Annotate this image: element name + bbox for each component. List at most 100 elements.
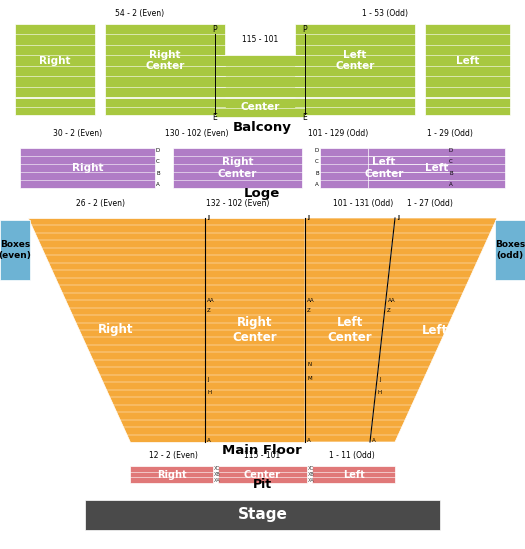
Text: Z: Z: [387, 307, 391, 312]
Text: Left
Center: Left Center: [364, 157, 404, 179]
Bar: [320, 148, 448, 188]
Polygon shape: [28, 218, 205, 442]
Text: 115 - 101: 115 - 101: [244, 451, 280, 460]
Polygon shape: [205, 218, 305, 442]
Text: E: E: [213, 114, 217, 122]
Text: 1 - 53 (Odd): 1 - 53 (Odd): [362, 9, 408, 18]
Text: Left: Left: [425, 163, 448, 173]
Polygon shape: [305, 218, 395, 442]
Bar: [495, 220, 525, 280]
Bar: [15, 98, 95, 115]
Text: A: A: [207, 438, 211, 442]
Text: B: B: [315, 171, 319, 176]
Text: A: A: [315, 182, 319, 188]
Text: AA: AA: [388, 298, 395, 302]
Text: Right: Right: [72, 163, 103, 173]
Text: Pit: Pit: [253, 478, 271, 490]
Text: P: P: [213, 25, 217, 35]
Text: N: N: [307, 362, 311, 367]
Text: 101 - 131 (Odd): 101 - 131 (Odd): [333, 199, 393, 208]
Bar: [15, 24, 95, 97]
Text: 1 - 11 (Odd): 1 - 11 (Odd): [329, 451, 375, 460]
Text: Main Floor: Main Floor: [222, 444, 302, 457]
Text: 132 - 102 (Even): 132 - 102 (Even): [206, 199, 270, 208]
Text: XB: XB: [214, 472, 220, 477]
Text: 1 - 29 (Odd): 1 - 29 (Odd): [427, 129, 473, 138]
Text: Z: Z: [207, 307, 211, 312]
Bar: [105, 24, 225, 97]
Text: XA: XA: [214, 478, 220, 483]
Text: Right: Right: [156, 469, 186, 479]
Bar: [0, 220, 30, 280]
Text: JJ: JJ: [207, 216, 210, 221]
Text: A: A: [156, 182, 160, 188]
Bar: [85, 500, 440, 530]
Bar: [368, 148, 505, 188]
Text: D: D: [315, 148, 319, 153]
Text: J: J: [379, 378, 381, 383]
Text: Center: Center: [240, 103, 280, 113]
Bar: [312, 466, 395, 483]
Text: 130 - 102 (Even): 130 - 102 (Even): [165, 129, 229, 138]
Bar: [130, 466, 213, 483]
Text: JJ: JJ: [397, 216, 400, 221]
Text: JJ: JJ: [307, 216, 310, 221]
Text: Right: Right: [39, 55, 71, 65]
Text: B: B: [156, 171, 160, 176]
Text: Left: Left: [422, 323, 448, 337]
Text: Balcony: Balcony: [233, 121, 291, 135]
Bar: [218, 466, 307, 483]
Bar: [20, 148, 155, 188]
Text: M: M: [307, 376, 312, 380]
Text: E: E: [302, 114, 307, 122]
Bar: [295, 24, 415, 97]
Text: H: H: [377, 390, 382, 395]
Text: XA: XA: [308, 478, 315, 483]
Text: XC: XC: [308, 467, 314, 472]
Text: Right
Center: Right Center: [233, 316, 277, 344]
Bar: [173, 148, 302, 188]
Text: Z: Z: [307, 307, 311, 312]
Polygon shape: [370, 218, 497, 442]
Text: 115 - 101: 115 - 101: [242, 35, 278, 44]
Text: 26 - 2 (Even): 26 - 2 (Even): [76, 199, 124, 208]
Text: A: A: [372, 438, 376, 442]
Bar: [295, 98, 415, 115]
Bar: [215, 98, 305, 117]
Text: Center: Center: [244, 469, 281, 479]
Text: 54 - 2 (Even): 54 - 2 (Even): [116, 9, 164, 18]
Text: C: C: [315, 159, 319, 164]
Text: Left
Center: Left Center: [335, 50, 375, 71]
Text: C: C: [449, 159, 453, 164]
Text: XC: XC: [214, 467, 220, 472]
Bar: [425, 24, 510, 97]
Text: B: B: [449, 171, 453, 176]
Bar: [105, 98, 225, 115]
Text: 1 - 27 (Odd): 1 - 27 (Odd): [407, 199, 453, 208]
Text: 12 - 2 (Even): 12 - 2 (Even): [149, 451, 197, 460]
Text: Loge: Loge: [244, 187, 280, 199]
Text: P: P: [303, 25, 307, 35]
Text: Left: Left: [456, 55, 479, 65]
Bar: [425, 98, 510, 115]
Text: D: D: [156, 148, 160, 153]
Text: Boxes
(odd): Boxes (odd): [495, 240, 525, 260]
Text: Left: Left: [343, 469, 364, 479]
Text: A: A: [307, 438, 311, 442]
Text: Right
Center: Right Center: [218, 157, 257, 179]
Text: J: J: [207, 378, 208, 383]
Text: Left
Center: Left Center: [328, 316, 372, 344]
Text: Boxes
(even): Boxes (even): [0, 240, 32, 260]
Text: D: D: [449, 148, 453, 153]
Text: AA: AA: [207, 298, 215, 302]
Text: Right
Center: Right Center: [145, 50, 185, 71]
Text: XB: XB: [308, 472, 315, 477]
Text: H: H: [207, 390, 211, 395]
Text: Stage: Stage: [237, 507, 288, 523]
Text: 30 - 2 (Even): 30 - 2 (Even): [54, 129, 102, 138]
Text: 101 - 129 (Odd): 101 - 129 (Odd): [308, 129, 368, 138]
Text: A: A: [449, 182, 453, 188]
Bar: [215, 55, 305, 97]
Text: C: C: [156, 159, 160, 164]
Text: Right: Right: [98, 323, 134, 337]
